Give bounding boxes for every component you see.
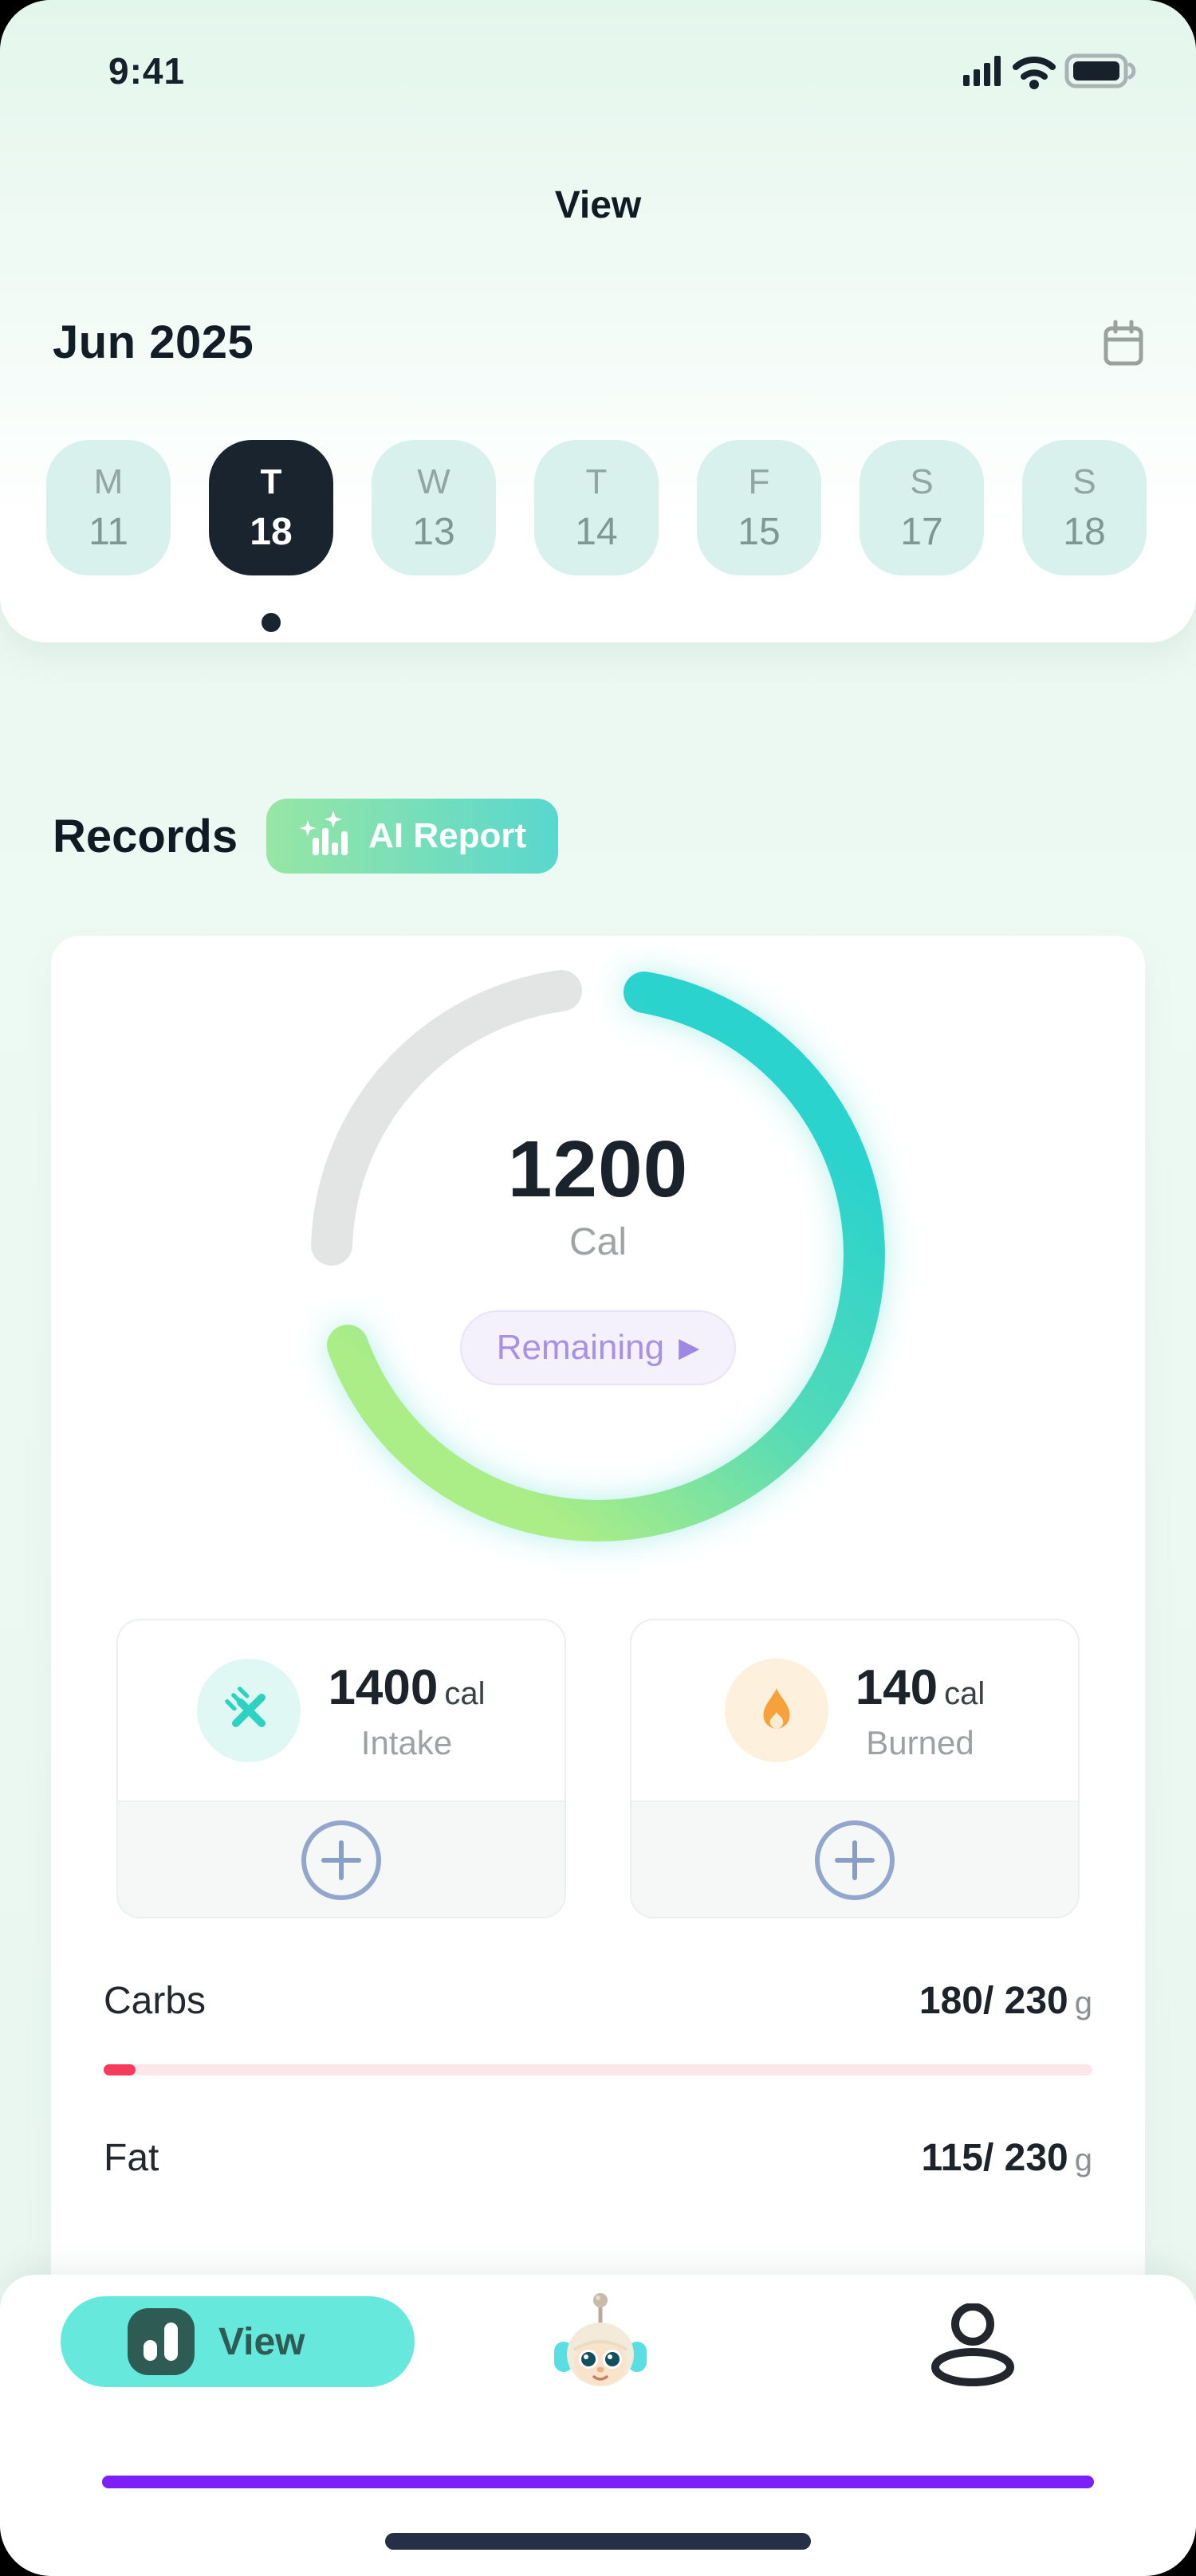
macro-value: 180/ 230 (919, 1980, 1068, 2022)
add-intake-button[interactable] (301, 1820, 381, 1900)
day-pill[interactable]: T 18 (209, 440, 333, 575)
day-pill[interactable]: S 17 (860, 440, 984, 575)
burned-unit: cal (944, 1675, 986, 1711)
purple-progress-bar (102, 2476, 1094, 2488)
day-pill[interactable]: W 13 (372, 440, 496, 575)
day-number: 14 (575, 510, 618, 553)
home-indicator[interactable] (385, 2533, 811, 2550)
status-icons (963, 51, 1147, 93)
day-number: 13 (412, 510, 455, 553)
day-pill[interactable]: F 15 (697, 440, 821, 575)
burned-card: 140 cal Burned (630, 1619, 1080, 1918)
day-letter: T (260, 461, 282, 501)
calorie-ring-svg (311, 970, 885, 1541)
day-number: 11 (89, 510, 128, 553)
day-number: 15 (738, 510, 781, 553)
intake-value: 1400 (328, 1659, 439, 1715)
day-pill[interactable]: T 14 (534, 440, 659, 575)
records-title: Records (53, 810, 238, 862)
macro-name: Carbs (104, 1980, 207, 2022)
macros-list: Carbs 180/ 230 g Fat 115/ 230 g (51, 1979, 1145, 2232)
burned-value: 140 (855, 1659, 938, 1715)
battery-icon (1064, 53, 1136, 88)
day-letter: T (585, 461, 608, 501)
month-row: Jun 2025 (53, 316, 1148, 369)
day-selector: M 11 T 18 W 13 T 14 F 15 S 17 S 18 (46, 440, 1150, 575)
status-bar: 9:41 (0, 43, 1196, 99)
day-letter: W (417, 461, 450, 501)
bottom-nav: View (0, 2275, 1196, 2576)
nav-profile-tab[interactable] (925, 2299, 1021, 2391)
day-letter: F (748, 461, 770, 501)
calendar-icon[interactable] (1099, 318, 1148, 367)
day-pill[interactable]: M 11 (46, 440, 171, 575)
burned-label: Burned (866, 1723, 974, 1761)
nav-view-label: View (218, 2320, 305, 2363)
day-letter: S (910, 461, 934, 501)
add-burned-button[interactable] (815, 1820, 895, 1900)
day-letter: S (1072, 461, 1096, 501)
records-header: Records AI Report (53, 799, 1143, 874)
ring-center: 1200 Cal Remaining ▶ (279, 936, 917, 1573)
macro-unit: g (1074, 1985, 1092, 2020)
remaining-button-label: Remaining (496, 1328, 665, 1367)
macro-unit: g (1074, 2142, 1092, 2177)
day-number: 18 (1063, 510, 1106, 553)
day-number: 17 (900, 510, 943, 553)
macro-value: 115/ 230 (921, 2137, 1068, 2179)
intake-label: Intake (360, 1723, 453, 1761)
header-card: 9:41 (0, 0, 1196, 642)
selected-day-dot (262, 613, 281, 632)
calorie-ring: 1200 Cal Remaining ▶ (279, 936, 917, 1577)
utensils-icon (197, 1659, 301, 1762)
status-time: 9:41 (108, 50, 186, 92)
page-title: View (554, 184, 642, 226)
wifi-icon (1013, 57, 1056, 80)
intake-card: 1400 cal Intake (116, 1619, 566, 1918)
remaining-button[interactable]: Remaining ▶ (459, 1310, 737, 1385)
ring-progress-arc (327, 972, 885, 1541)
ai-report-label: AI Report (368, 816, 527, 855)
nav-view-tab[interactable]: View (61, 2296, 415, 2387)
intake-unit: cal (444, 1675, 486, 1711)
macro-name: Fat (104, 2137, 159, 2179)
person-icon (931, 2303, 1014, 2386)
day-pill[interactable]: S 18 (1022, 440, 1147, 575)
chevron-right-icon: ▶ (679, 1333, 700, 1363)
day-number: 18 (250, 510, 293, 553)
ai-chart-icon (300, 811, 348, 855)
remaining-calories: 1200 (507, 1125, 689, 1214)
macro-row: Fat 115/ 230 g (104, 2136, 1092, 2232)
flame-icon (724, 1659, 828, 1762)
macro-progress-track (104, 2064, 1092, 2075)
macro-progress-fill (104, 2064, 136, 2075)
intake-burned-row: 1400 cal Intake (51, 1619, 1145, 1918)
ring-track-arc (311, 970, 582, 1266)
signal-icon (963, 56, 1001, 86)
macro-row: Carbs 180/ 230 g (104, 1979, 1092, 2075)
status-icons-svg (963, 53, 1136, 89)
day-letter: M (93, 461, 124, 501)
view-bars-icon (128, 2308, 195, 2375)
month-label: Jun 2025 (53, 316, 254, 368)
remaining-unit: Cal (568, 1221, 628, 1263)
robot-icon (554, 2293, 647, 2386)
ai-report-button[interactable]: AI Report (266, 799, 559, 874)
nav-assistant-tab[interactable] (553, 2292, 648, 2396)
